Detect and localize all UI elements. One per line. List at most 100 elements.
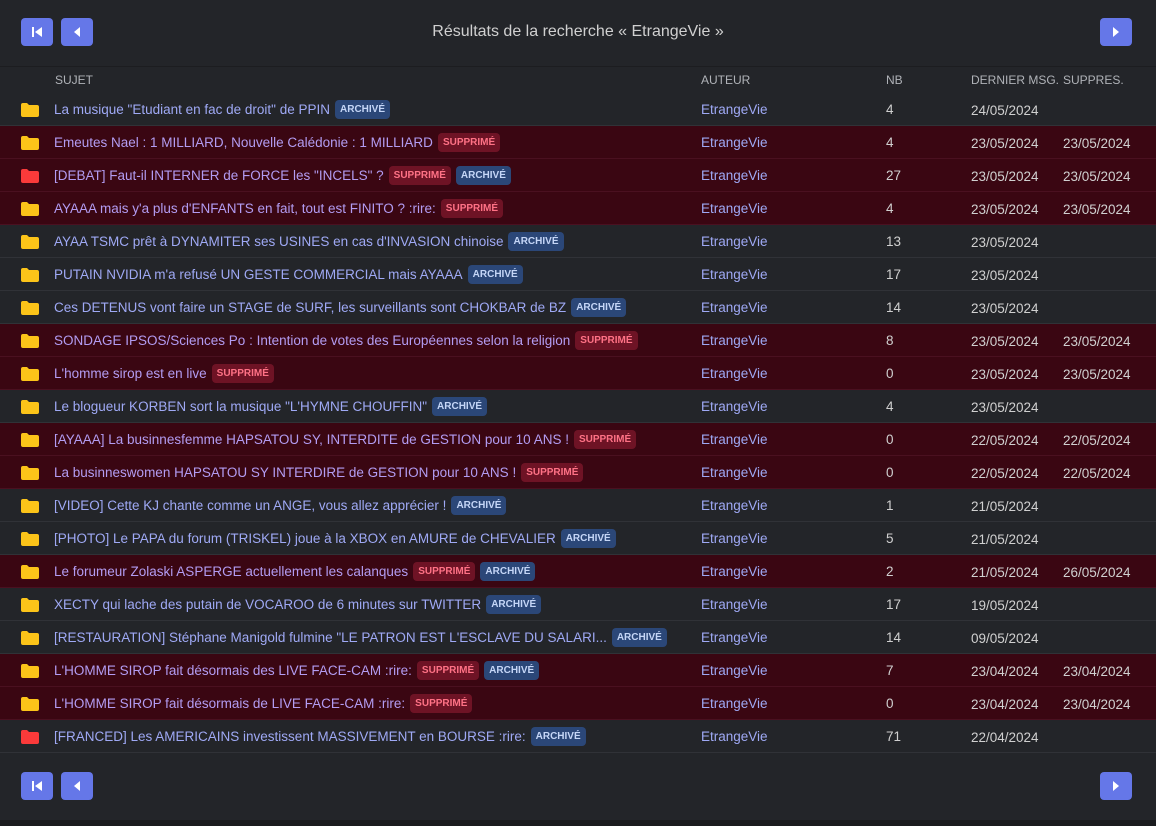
table-row[interactable]: [PHOTO] Le PAPA du forum (TRISKEL) joue … [0, 522, 1156, 555]
topic-deletion-date: 23/04/2024 [1063, 697, 1131, 712]
topic-author-link[interactable]: EtrangeVie [701, 729, 768, 744]
topic-author-link[interactable]: EtrangeVie [701, 201, 768, 216]
topic-last-message-date: 21/05/2024 [971, 499, 1039, 514]
topic-author-link[interactable]: EtrangeVie [701, 630, 768, 645]
folder-icon [21, 631, 39, 645]
topic-author-link[interactable]: EtrangeVie [701, 399, 768, 414]
topic-link[interactable]: XECTY qui lache des putain de VOCAROO de… [54, 596, 482, 612]
topic-last-message-date: 23/05/2024 [971, 235, 1039, 250]
folder-icon [21, 301, 39, 315]
topic-author-link[interactable]: EtrangeVie [701, 300, 768, 315]
topic-subject-cell: [VIDEO] Cette KJ chante comme un ANGE, v… [54, 489, 507, 521]
table-row[interactable]: SONDAGE IPSOS/Sciences Po : Intention de… [0, 324, 1156, 357]
topic-link[interactable]: L'HOMME SIROP fait désormais de LIVE FAC… [54, 695, 406, 711]
topic-author-link[interactable]: EtrangeVie [701, 564, 768, 579]
table-row[interactable]: L'homme sirop est en live SUPPRIMÉ Etrange… [0, 357, 1156, 390]
table-body: La musique "Etudiant en fac de droit" de… [0, 93, 1156, 753]
topic-author-link[interactable]: EtrangeVie [701, 531, 768, 546]
topic-subject-cell: [DEBAT] Faut-il INTERNER de FORCE les "I… [54, 159, 511, 191]
topic-deletion-date: 23/05/2024 [1063, 334, 1131, 349]
topic-author-link[interactable]: EtrangeVie [701, 597, 768, 612]
topic-last-message-date: 23/05/2024 [971, 169, 1039, 184]
topic-subject-cell: [PHOTO] Le PAPA du forum (TRISKEL) joue … [54, 522, 616, 554]
topic-link[interactable]: [RESTAURATION] Stéphane Manigold fulmine… [54, 629, 607, 645]
topic-subject-cell: L'homme sirop est en live SUPPRIMÉ [54, 357, 274, 389]
table-row[interactable]: La businneswomen HAPSATOU SY INTERDIRE d… [0, 456, 1156, 489]
topic-reply-count: 17 [886, 267, 902, 282]
topic-reply-count: 71 [886, 729, 902, 744]
topic-link[interactable]: SONDAGE IPSOS/Sciences Po : Intention de… [54, 332, 571, 348]
topic-link[interactable]: La businneswomen HAPSATOU SY INTERDIRE d… [54, 464, 517, 480]
topic-link[interactable]: L'homme sirop est en live [54, 365, 207, 381]
topic-deletion-date: 22/05/2024 [1063, 433, 1131, 448]
table-row[interactable]: La musique "Etudiant en fac de droit" de… [0, 93, 1156, 126]
table-row[interactable]: XECTY qui lache des putain de VOCAROO de… [0, 588, 1156, 621]
folder-icon [21, 664, 39, 678]
topic-link[interactable]: Le forumeur Zolaski ASPERGE actuellement… [54, 563, 409, 579]
first-page-icon [32, 27, 42, 37]
table-row[interactable]: L'HOMME SIROP fait désormais des LIVE FA… [0, 654, 1156, 687]
first-page-button[interactable] [21, 18, 53, 46]
topic-author-link[interactable]: EtrangeVie [701, 498, 768, 513]
topic-link[interactable]: [VIDEO] Cette KJ chante comme un ANGE, v… [54, 497, 447, 513]
topic-reply-count: 0 [886, 465, 894, 480]
first-page-button-bottom[interactable] [21, 772, 53, 800]
topic-link[interactable]: Emeutes Nael : 1 MILLIARD, Nouvelle Calé… [54, 134, 433, 150]
table-row[interactable]: [VIDEO] Cette KJ chante comme un ANGE, v… [0, 489, 1156, 522]
topic-author-link[interactable]: EtrangeVie [701, 465, 768, 480]
topic-author-link[interactable]: EtrangeVie [701, 366, 768, 381]
table-row[interactable]: Le blogueur KORBEN sort la musique "L'HY… [0, 390, 1156, 423]
topic-subject-cell: Emeutes Nael : 1 MILLIARD, Nouvelle Calé… [54, 126, 501, 158]
table-row[interactable]: L'HOMME SIROP fait désormais de LIVE FAC… [0, 687, 1156, 720]
topic-link[interactable]: [DEBAT] Faut-il INTERNER de FORCE les "I… [54, 167, 384, 183]
topic-author-link[interactable]: EtrangeVie [701, 663, 768, 678]
topic-author-link[interactable]: EtrangeVie [701, 102, 768, 117]
table-row[interactable]: Le forumeur Zolaski ASPERGE actuellement… [0, 555, 1156, 588]
topic-author-link[interactable]: EtrangeVie [701, 696, 768, 711]
next-page-button[interactable] [1100, 18, 1132, 46]
topic-author-link[interactable]: EtrangeVie [701, 267, 768, 282]
topic-author-link[interactable]: EtrangeVie [701, 168, 768, 183]
folder-icon [21, 235, 39, 249]
topic-link[interactable]: AYAAA mais y'a plus d'ENFANTS en fait, t… [54, 200, 436, 216]
topic-link[interactable]: [AYAAA] La businnesfemme HAPSATOU SY, IN… [54, 431, 569, 447]
topic-author-link[interactable]: EtrangeVie [701, 333, 768, 348]
topic-link[interactable]: [PHOTO] Le PAPA du forum (TRISKEL) joue … [54, 530, 556, 546]
table-row[interactable]: [RESTAURATION] Stéphane Manigold fulmine… [0, 621, 1156, 654]
topic-last-message-date: 23/05/2024 [971, 367, 1039, 382]
table-header: SUJET AUTEUR NB DERNIER MSG. SUPPRES. [0, 67, 1156, 93]
topic-link[interactable]: PUTAIN NVIDIA m'a refusé UN GESTE COMMER… [54, 266, 463, 282]
topic-author-link[interactable]: EtrangeVie [701, 432, 768, 447]
topic-link[interactable]: L'HOMME SIROP fait désormais des LIVE FA… [54, 662, 412, 678]
previous-page-button[interactable] [61, 18, 93, 46]
deleted-badge: SUPPRIMÉ [440, 198, 504, 218]
topic-link[interactable]: [FRANCED] Les AMERICAINS investissent MA… [54, 728, 526, 744]
table-row[interactable]: AYAA TSMC prêt à DYNAMITER ses USINES en… [0, 225, 1156, 258]
folder-icon [21, 103, 39, 117]
table-row[interactable]: AYAAA mais y'a plus d'ENFANTS en fait, t… [0, 192, 1156, 225]
topic-subject-cell: L'HOMME SIROP fait désormais des LIVE FA… [54, 654, 540, 686]
table-row[interactable]: [DEBAT] Faut-il INTERNER de FORCE les "I… [0, 159, 1156, 192]
table-row[interactable]: Emeutes Nael : 1 MILLIARD, Nouvelle Calé… [0, 126, 1156, 159]
folder-icon [21, 136, 39, 150]
topic-link[interactable]: Ces DETENUS vont faire un STAGE de SURF,… [54, 299, 567, 315]
next-page-button-bottom[interactable] [1100, 772, 1132, 800]
topic-link[interactable]: AYAA TSMC prêt à DYNAMITER ses USINES en… [54, 233, 504, 249]
deleted-badge: SUPPRIMÉ [573, 429, 637, 449]
topic-reply-count: 2 [886, 564, 894, 579]
table-row[interactable]: [AYAAA] La businnesfemme HAPSATOU SY, IN… [0, 423, 1156, 456]
topic-last-message-date: 23/05/2024 [971, 400, 1039, 415]
previous-page-button-bottom[interactable] [61, 772, 93, 800]
footer-strip [0, 820, 1156, 826]
topic-author-link[interactable]: EtrangeVie [701, 234, 768, 249]
topic-link[interactable]: La musique "Etudiant en fac de droit" de… [54, 101, 330, 117]
archived-badge: ARCHIVÉ [484, 660, 540, 680]
topic-last-message-date: 23/05/2024 [971, 136, 1039, 151]
topic-author-link[interactable]: EtrangeVie [701, 135, 768, 150]
archived-badge: ARCHIVÉ [508, 231, 564, 251]
table-row[interactable]: PUTAIN NVIDIA m'a refusé UN GESTE COMMER… [0, 258, 1156, 291]
topic-link[interactable]: Le blogueur KORBEN sort la musique "L'HY… [54, 398, 428, 414]
table-row[interactable]: Ces DETENUS vont faire un STAGE de SURF,… [0, 291, 1156, 324]
table-row[interactable]: [FRANCED] Les AMERICAINS investissent MA… [0, 720, 1156, 753]
folder-icon [21, 598, 39, 612]
